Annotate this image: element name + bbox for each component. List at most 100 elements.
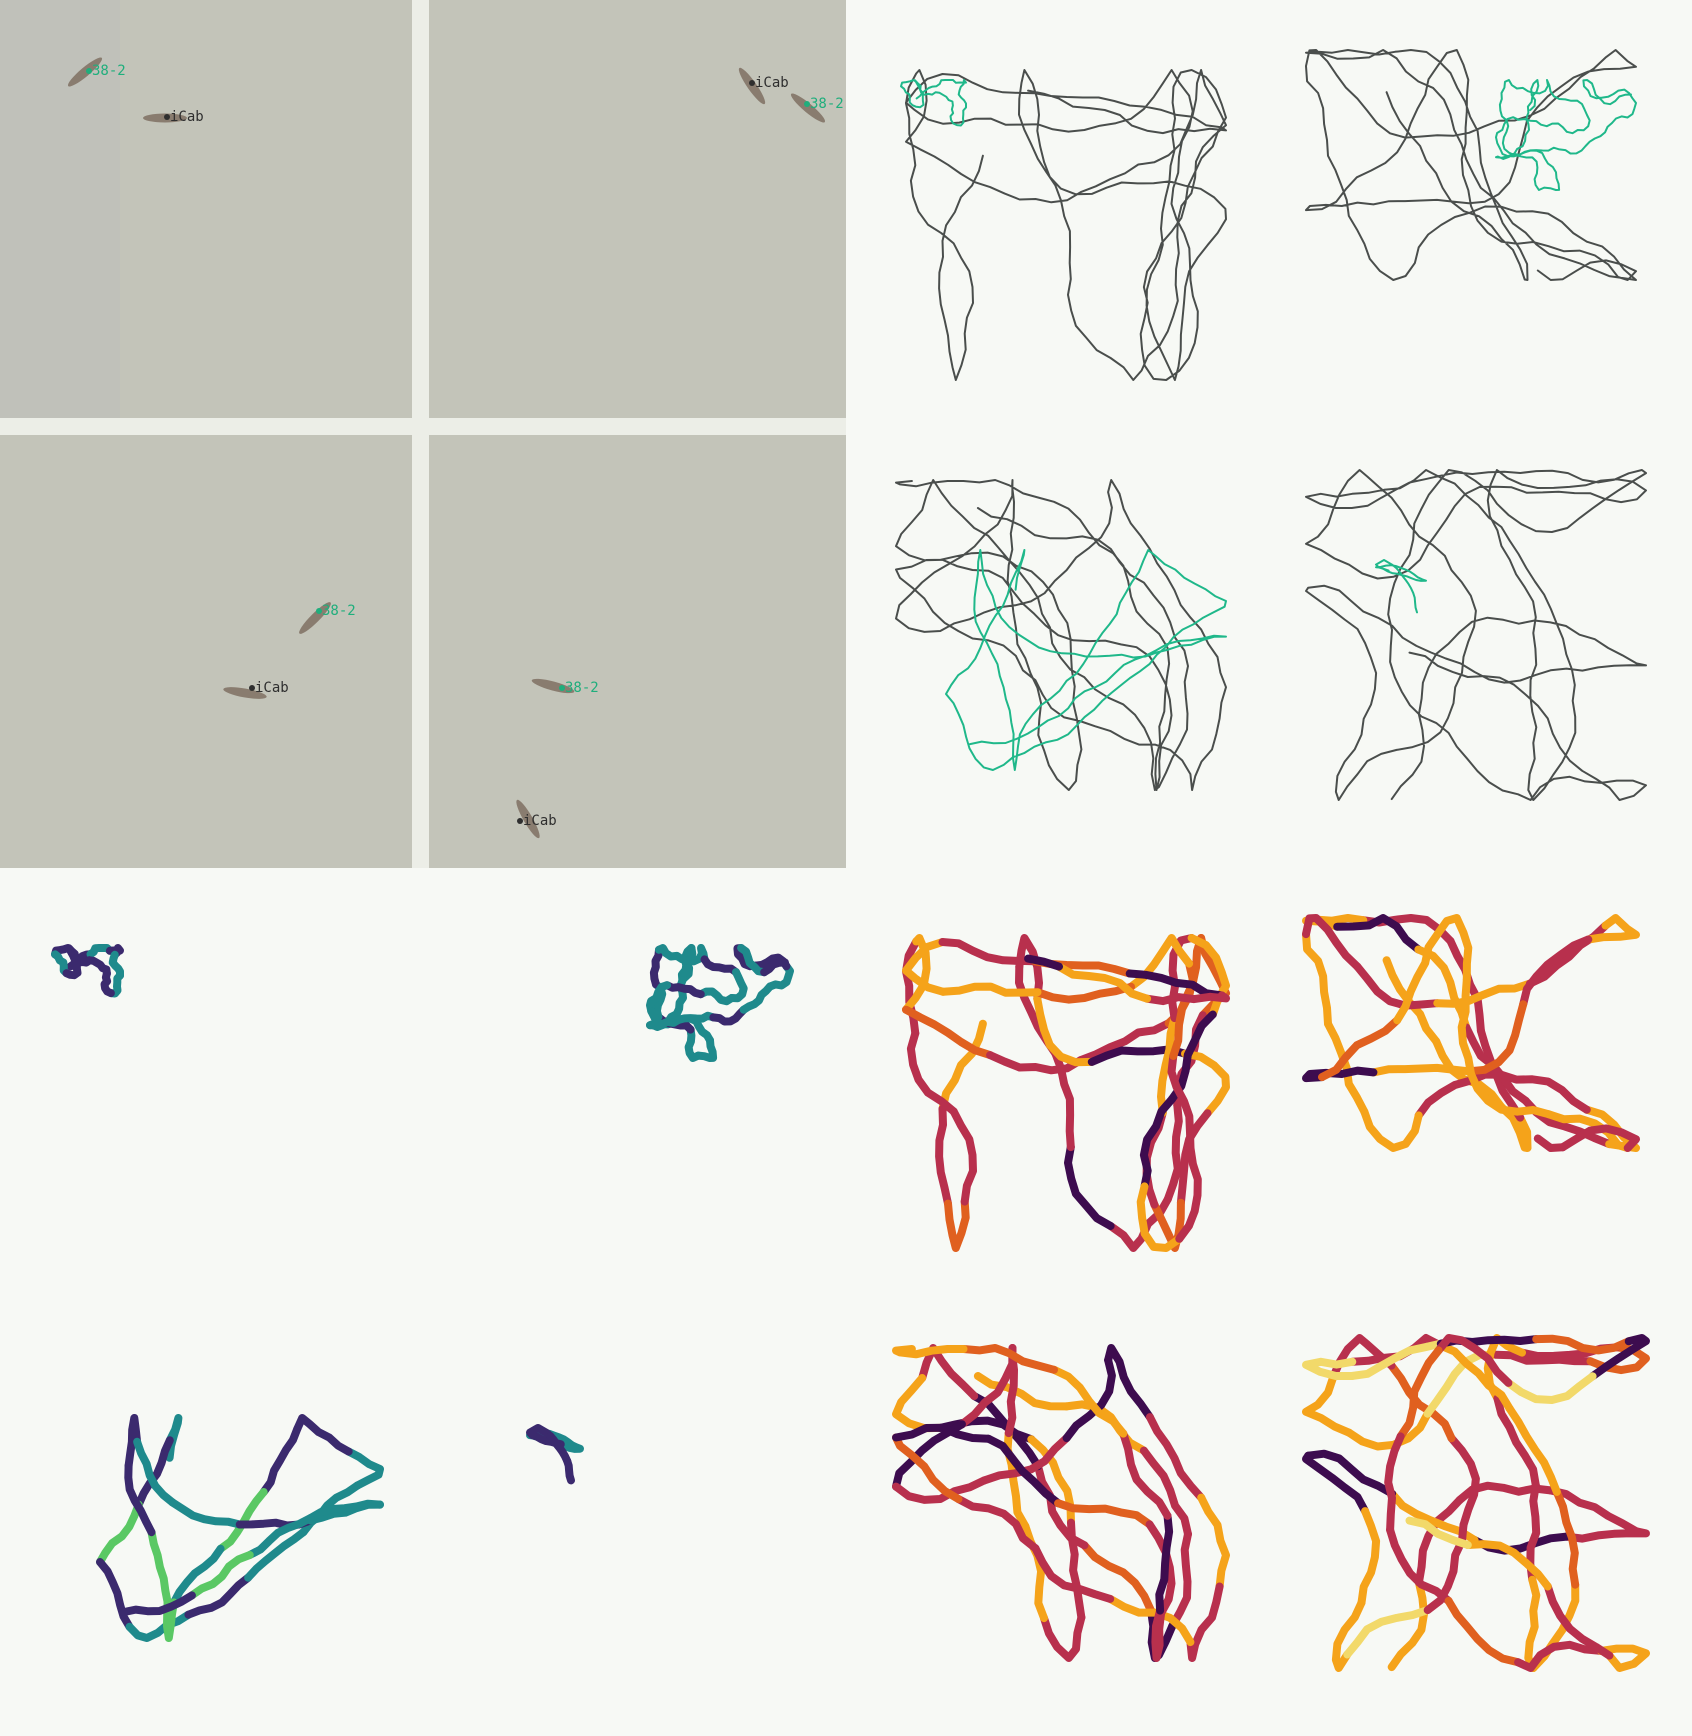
fish-icon xyxy=(790,93,826,123)
reference-speed-track xyxy=(1169,959,1197,1060)
reference-speed-track xyxy=(1436,1341,1514,1413)
reference-speed-track xyxy=(1396,1346,1443,1441)
mutant-speed-track xyxy=(696,987,736,1006)
reference-speed-track xyxy=(980,1434,1071,1485)
reference-speed-track xyxy=(1067,1518,1086,1622)
mutant-speed-track xyxy=(647,1007,683,1029)
reference-speed-track xyxy=(1457,975,1475,1078)
reference-speed-track xyxy=(892,1345,968,1359)
fish-4: 38-2 xyxy=(790,93,844,123)
mutant-speed-track xyxy=(134,1436,174,1509)
reference-speed-track xyxy=(1497,1102,1532,1152)
reference-speed-track xyxy=(1054,1499,1154,1529)
reference-speed-track xyxy=(1331,1598,1366,1672)
mutant-speed-track xyxy=(163,1598,178,1642)
reference-speed-track xyxy=(1318,1016,1402,1082)
reference-speed-track xyxy=(1543,1582,1614,1660)
reference-speed-track xyxy=(902,938,948,996)
fish-centroid-marker xyxy=(86,68,92,74)
reference-speed-track xyxy=(1597,1644,1650,1672)
reference-speed-track xyxy=(1031,1544,1115,1603)
reference-speed-track xyxy=(1175,1144,1202,1243)
mutant-track xyxy=(900,79,967,127)
reference-speed-track xyxy=(1015,934,1043,1003)
mutant-speed-track xyxy=(694,1036,718,1062)
mutant-speed-track xyxy=(168,1498,244,1529)
reference-speed-track xyxy=(1139,1446,1192,1539)
reference-speed-track xyxy=(1168,1530,1192,1630)
mutant-speed-track xyxy=(62,956,82,980)
trajectory-layer xyxy=(895,49,1647,801)
fish-icon xyxy=(299,602,331,634)
reference-speed-track xyxy=(918,1344,979,1400)
reference-speed-track xyxy=(1414,1070,1506,1120)
reference-speed-track xyxy=(1393,930,1442,1025)
reference-speed-track xyxy=(1504,1372,1597,1404)
reference-speed-track xyxy=(1357,1507,1381,1607)
mutant-speed-track xyxy=(169,1544,225,1607)
reference-speed-track xyxy=(1186,1582,1224,1662)
reference-speed-track xyxy=(1024,954,1063,971)
mutant-speed-track xyxy=(293,1414,353,1456)
fish-centroid-marker xyxy=(804,101,810,107)
mutant-speed-track xyxy=(124,1461,156,1537)
fish-5: 38-2 xyxy=(299,602,356,634)
reference-speed-track xyxy=(1302,1357,1357,1380)
reference-speed-track xyxy=(1157,1014,1179,1117)
mutant-speed-track xyxy=(556,1440,584,1453)
reference-speed-track xyxy=(1051,1049,1075,1152)
reference-speed-track xyxy=(1347,1339,1445,1380)
fish-1: 38-2 xyxy=(67,57,126,87)
reference-speed-track xyxy=(1143,991,1230,1006)
reference-speed-track xyxy=(1464,1000,1528,1076)
reference-speed-track xyxy=(1519,935,1593,1009)
mutant-speed-track xyxy=(100,969,115,998)
mutant-speed-track xyxy=(108,950,124,980)
reference-speed-track xyxy=(1197,1493,1230,1591)
reference-speed-track xyxy=(1104,1344,1154,1422)
fish-label: 38-2 xyxy=(810,96,844,112)
reference-speed-track xyxy=(935,1104,952,1208)
tank-shading xyxy=(0,0,120,420)
reference-speed-track xyxy=(1447,1434,1480,1529)
mutant-speed-track xyxy=(649,945,663,989)
reference-speed-track xyxy=(1076,1019,1173,1065)
fish-centroid-marker xyxy=(517,818,523,824)
mutant-speed-track xyxy=(65,944,81,965)
mutant-speed-track xyxy=(244,1528,308,1582)
mutant-track xyxy=(1375,559,1427,614)
mutant-speed-track xyxy=(306,1499,384,1523)
fish-icon xyxy=(223,687,267,699)
reference-speed-track xyxy=(1584,914,1640,944)
reference-speed-track xyxy=(906,1029,958,1116)
reference-speed-track xyxy=(984,1434,1063,1508)
mutant-speed-track xyxy=(563,1456,575,1485)
reference-speed-track xyxy=(1369,1063,1473,1077)
fish-8: iCab xyxy=(516,799,557,839)
reference-speed-track xyxy=(1080,1541,1155,1615)
fish-layer: 38-2 iCab iCab 38-2 38-2 iCab 38-2 iCab xyxy=(67,57,844,839)
reference-speed-track xyxy=(1064,1143,1115,1230)
mutant-speed-track xyxy=(344,1447,384,1490)
reference-speed-track xyxy=(1353,962,1442,1010)
reference-speed-track xyxy=(892,1433,963,1504)
mutant-speed-track xyxy=(106,971,124,998)
reference-speed-track xyxy=(1514,1640,1605,1672)
trajectory-panel xyxy=(846,0,1692,868)
reference-speed-track xyxy=(1324,1019,1369,1116)
mutant-speed-track xyxy=(147,1528,172,1607)
fish-label: iCab xyxy=(255,680,289,696)
reference-speed-track xyxy=(1387,1578,1428,1672)
reference-speed-track xyxy=(1176,1109,1212,1207)
reference-speed-track xyxy=(1333,914,1423,954)
mutant-speed-track xyxy=(120,1591,196,1617)
mutant-speed-track xyxy=(124,1414,142,1470)
mutant-speed-track xyxy=(245,1514,315,1559)
fish-centroid-marker xyxy=(316,608,322,614)
fish-6: iCab xyxy=(223,680,289,699)
reference-track xyxy=(905,69,1227,381)
reference-speed-track xyxy=(1433,979,1534,1008)
reference-speed-track xyxy=(949,1107,977,1206)
mutant-track xyxy=(1495,79,1637,191)
reference-speed-track xyxy=(1463,1540,1552,1591)
